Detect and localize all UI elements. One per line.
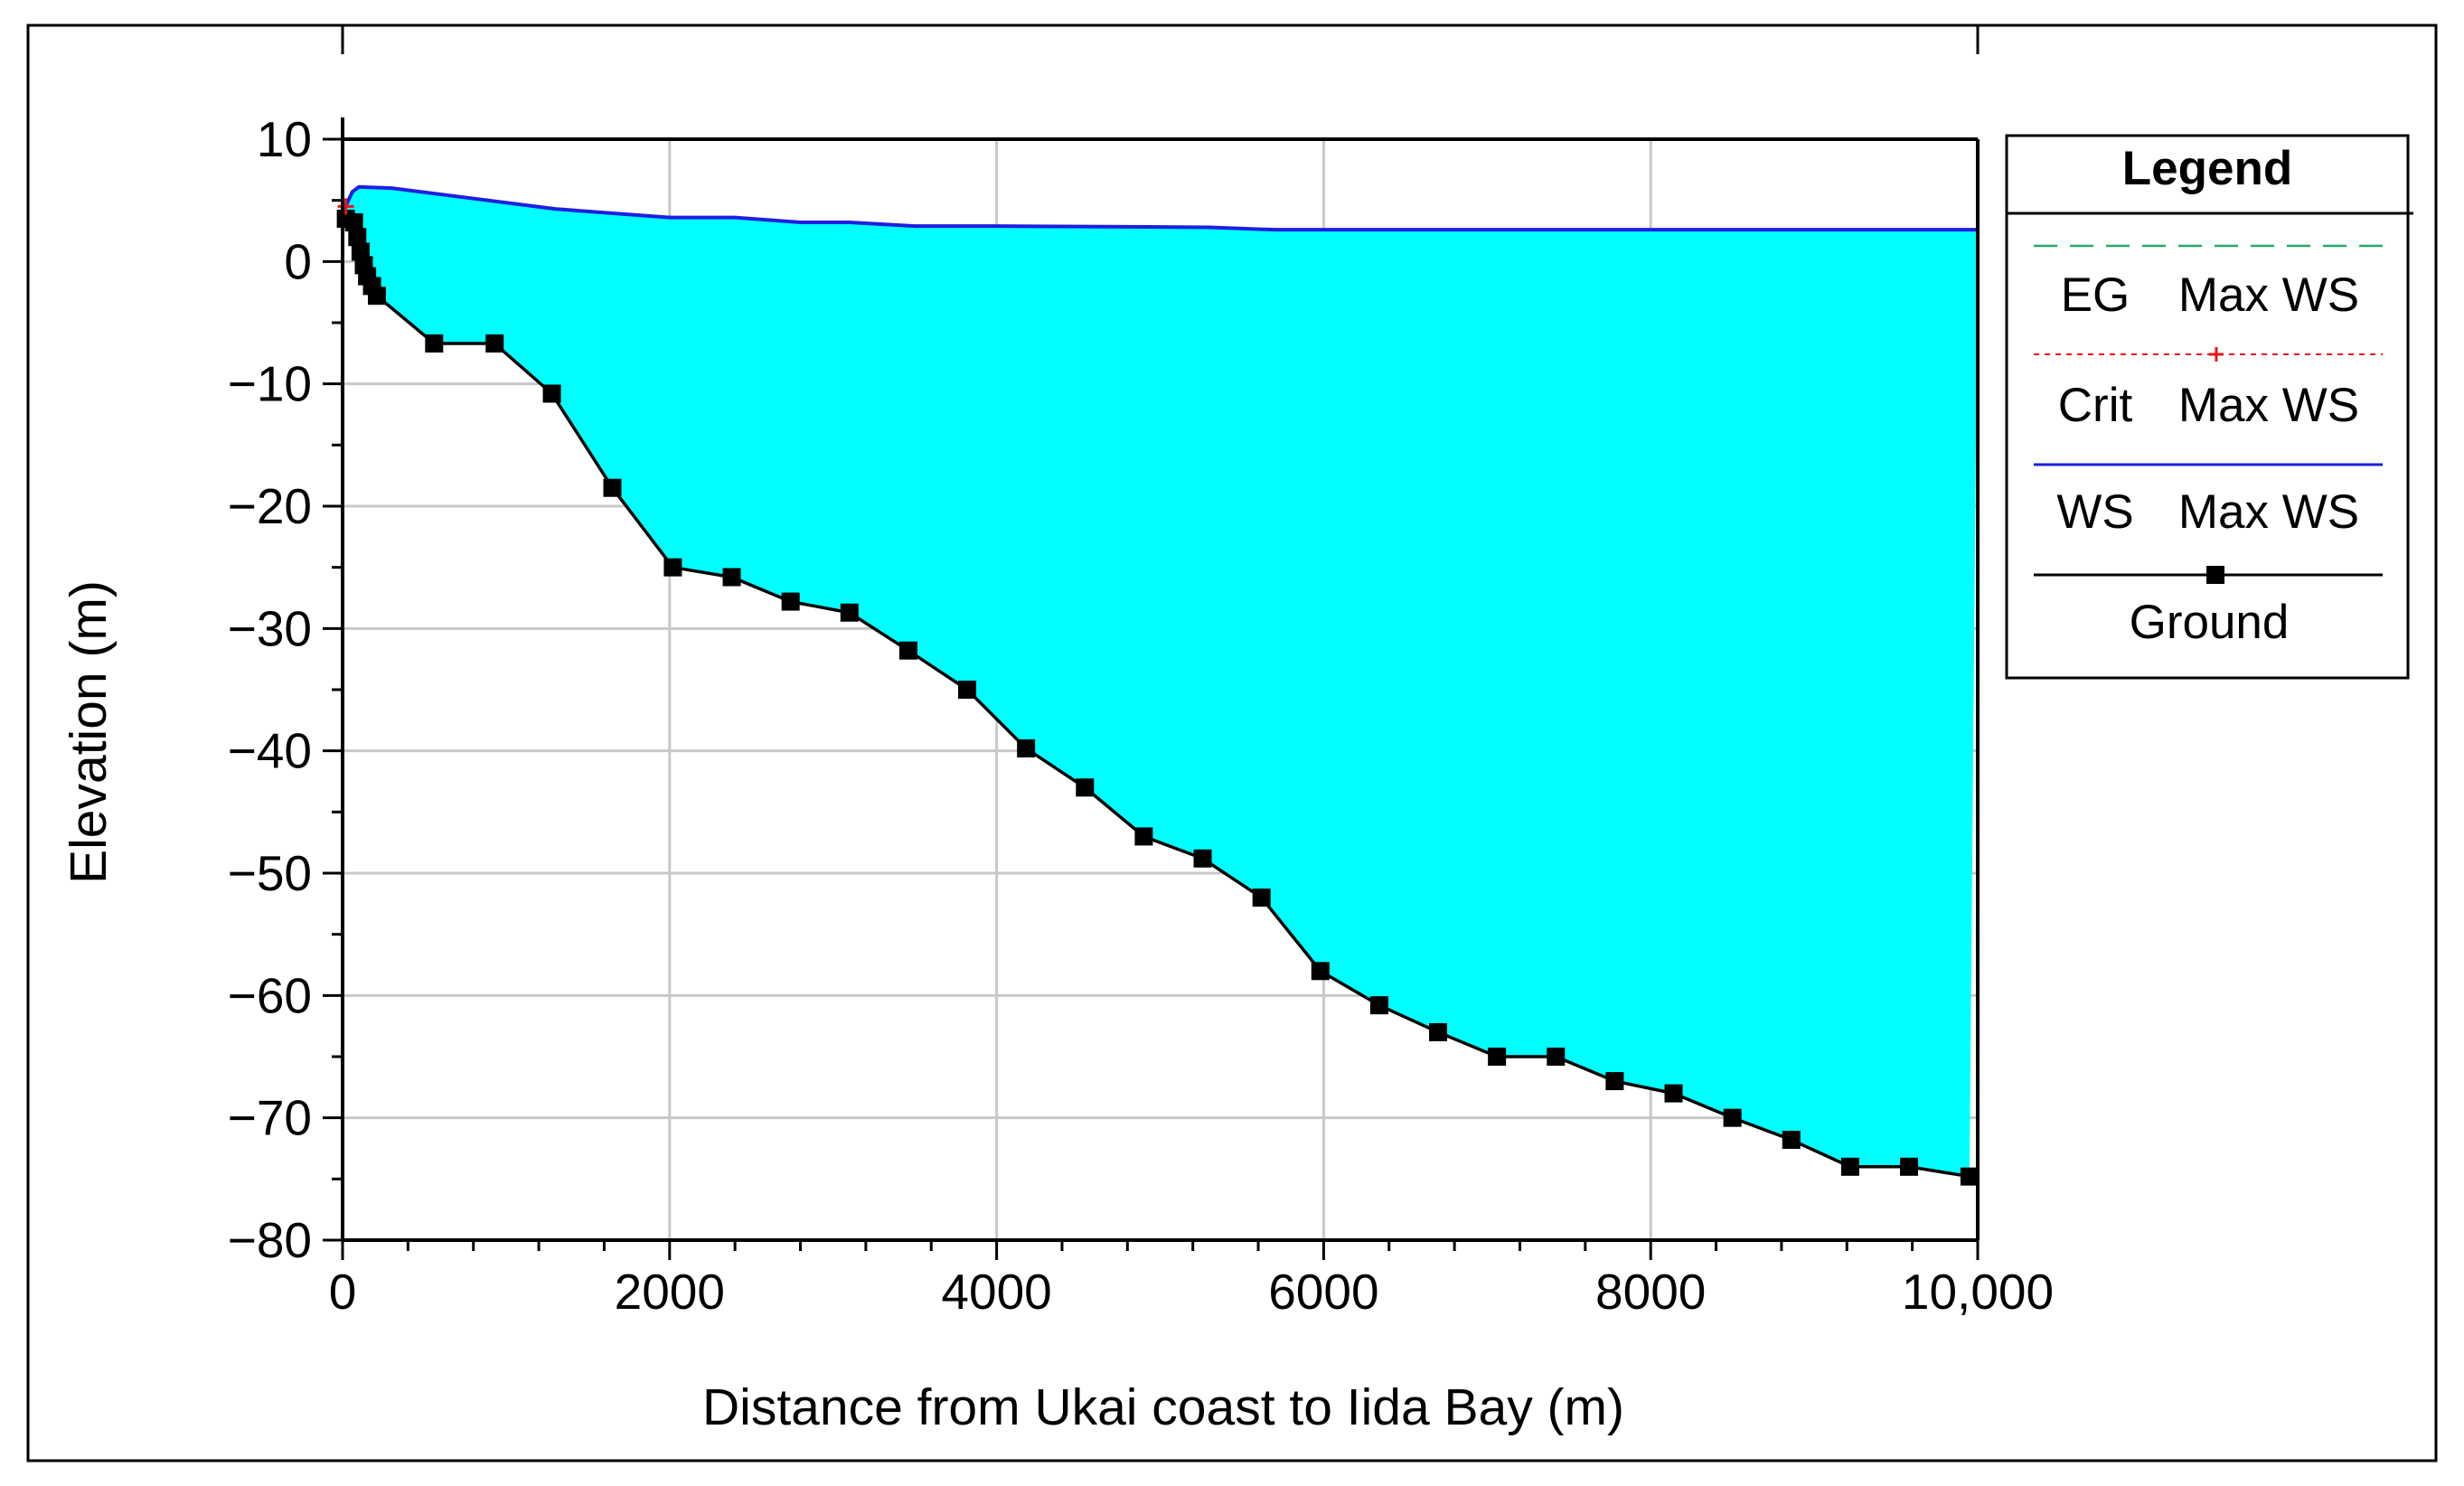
ground-point	[1076, 778, 1095, 797]
legend-crit-marker	[2209, 347, 2224, 362]
ground-point	[1311, 962, 1330, 981]
x-axis-title: Distance from Ukai coast to Iida Bay (m)	[702, 1378, 1624, 1436]
y-tick-label: −30	[228, 600, 312, 656]
legend-crit-label: Crit	[2058, 379, 2133, 432]
ground-point	[1488, 1048, 1507, 1066]
ground-point	[1900, 1157, 1919, 1176]
tick-labels: 10 0 −10 −20 −30 −40 −50 −60 −70 −80 0 2000 4000 6000…	[228, 111, 2054, 1320]
ground-point	[663, 558, 682, 577]
y-tick-label: −40	[228, 723, 312, 779]
crit-point	[337, 198, 354, 215]
outer-frame	[26, 24, 2438, 1462]
legend-title: Legend	[2122, 142, 2292, 195]
ground-point	[781, 592, 800, 611]
ground-point	[1547, 1048, 1566, 1066]
ground-point	[542, 384, 561, 403]
legend-ground-marker	[2206, 566, 2224, 584]
ground-point	[1840, 1157, 1859, 1176]
ground-point	[1369, 996, 1388, 1015]
ground-point	[1193, 849, 1212, 868]
ground-point	[485, 334, 504, 353]
x-tick-label: 4000	[941, 1264, 1051, 1320]
legend-crit-sub: Max WS	[2178, 379, 2359, 432]
ground-point	[603, 478, 622, 497]
ground-point	[898, 641, 917, 660]
x-tick-label: 8000	[1595, 1264, 1706, 1320]
ground-point	[1252, 889, 1271, 908]
ground-point	[367, 287, 386, 306]
ground-point	[1664, 1084, 1683, 1103]
legend-box	[2005, 134, 2410, 680]
legend-ws-sub: Max WS	[2178, 485, 2359, 539]
x-tick-label: 6000	[1268, 1264, 1378, 1320]
y-axis-title: Elevation (m)	[60, 580, 118, 884]
y-tick-label: −80	[228, 1212, 312, 1268]
legend: Legend EG Max WS Crit Max WS WS Max WS G…	[2005, 134, 2413, 680]
ground-point	[1782, 1131, 1801, 1150]
legend-ws-label: WS	[2056, 485, 2133, 539]
ground-point	[344, 213, 363, 232]
y-tick-label: −70	[228, 1090, 312, 1146]
y-tick-label: 10	[257, 111, 312, 167]
ground-point	[1960, 1167, 1979, 1186]
y-tick-label: −20	[228, 478, 312, 534]
x-tick-label: 2000	[615, 1264, 725, 1320]
y-tick-label: −50	[228, 845, 312, 901]
legend-eg-sub: Max WS	[2178, 268, 2359, 322]
ground-point	[1429, 1022, 1448, 1041]
y-tick-label: −60	[228, 967, 312, 1023]
ground-point	[348, 228, 367, 247]
legend-ground-label: Ground	[2130, 596, 2290, 649]
legend-eg-label: EG	[2061, 268, 2130, 322]
ground-point	[1134, 827, 1153, 846]
ground-point	[722, 568, 741, 587]
series-layer	[336, 184, 1979, 1186]
ground-point	[425, 334, 444, 353]
ground-point	[840, 603, 859, 622]
ground-point	[958, 681, 977, 699]
ground-point	[1605, 1072, 1624, 1091]
y-tick-label: −10	[228, 356, 312, 412]
ground-point	[1723, 1108, 1742, 1127]
x-tick-label: 0	[329, 1264, 357, 1320]
x-tick-label: 10,000	[1902, 1264, 2054, 1320]
ws-max-line	[341, 184, 1978, 232]
ground-point	[1017, 738, 1036, 757]
axes	[323, 118, 1980, 1260]
y-tick-label: 0	[284, 233, 312, 289]
water-area	[343, 186, 1978, 1177]
water-fill	[343, 186, 1978, 1177]
